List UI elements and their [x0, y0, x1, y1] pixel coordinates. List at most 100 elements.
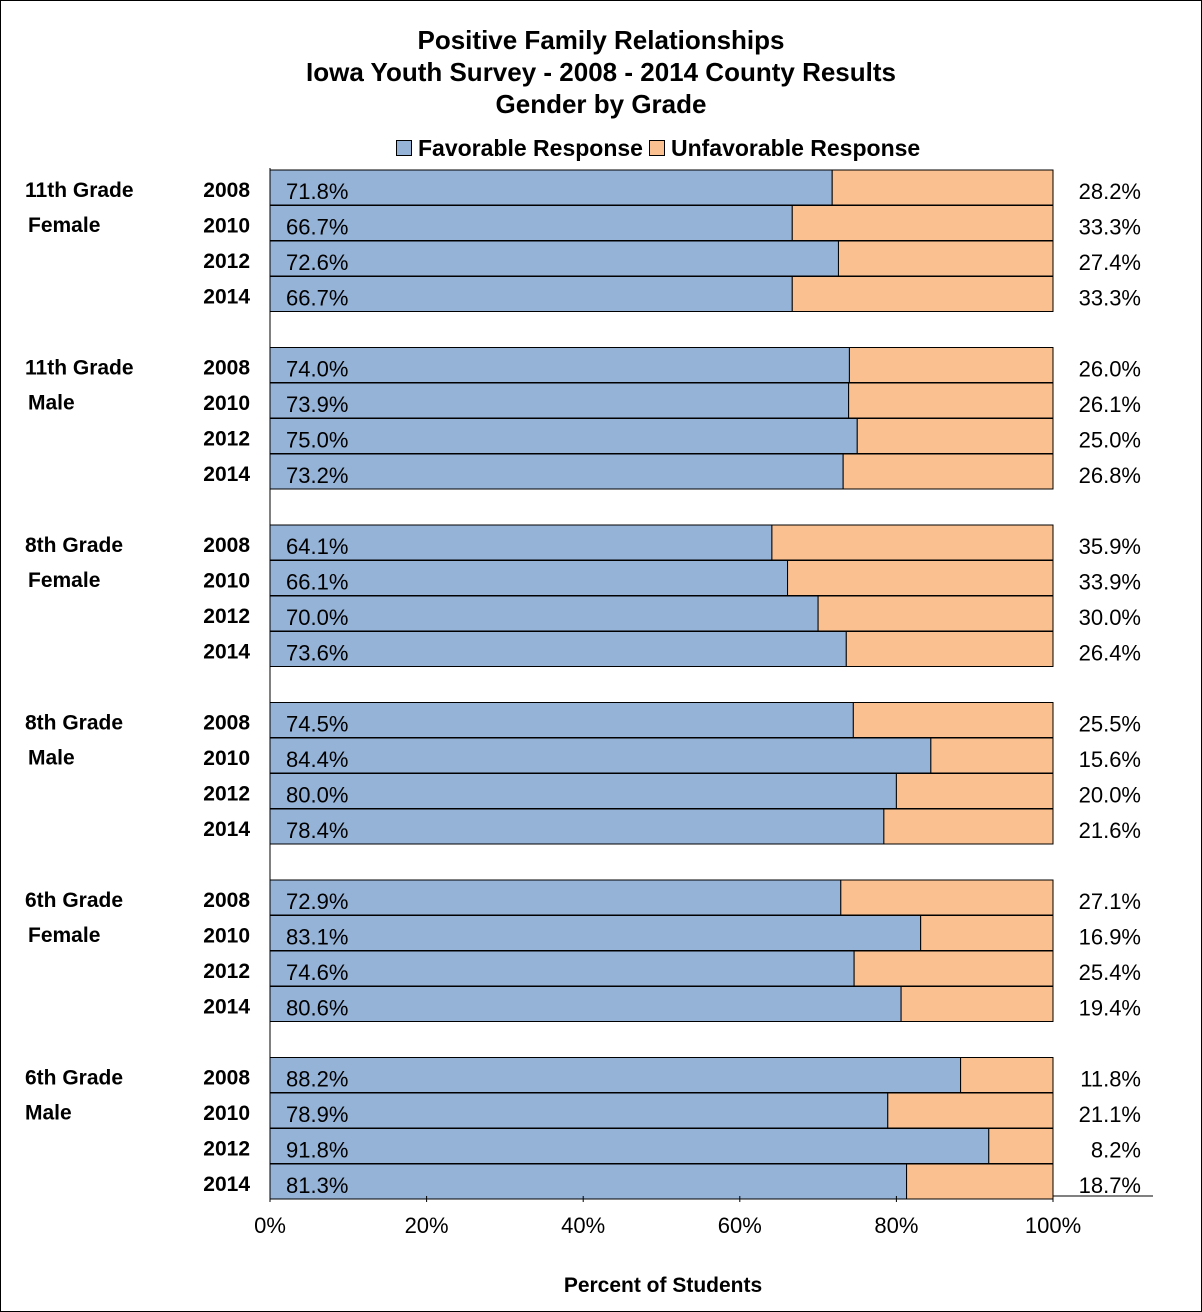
data-label-unfavorable: 26.8% — [1079, 463, 1141, 488]
bar-favorable — [269, 595, 819, 632]
data-label-unfavorable: 25.4% — [1079, 960, 1141, 985]
data-label-unfavorable: 27.4% — [1079, 250, 1141, 275]
legend-swatch-unfavorable — [648, 140, 665, 156]
year-label: 2014 — [203, 463, 250, 486]
year-label: 2012 — [203, 1138, 250, 1161]
data-label-favorable: 78.4% — [286, 818, 348, 843]
bar-unfavorable — [883, 808, 1054, 845]
bar-favorable — [269, 1163, 908, 1200]
data-label-unfavorable: 25.0% — [1079, 428, 1141, 453]
bar-favorable — [269, 879, 842, 916]
data-label-unfavorable: 16.9% — [1079, 925, 1141, 950]
data-label-unfavorable: 27.1% — [1079, 889, 1141, 914]
data-label-unfavorable: 33.3% — [1079, 286, 1141, 311]
data-label-favorable: 72.9% — [286, 889, 348, 914]
group-sublabel: Female — [28, 569, 100, 592]
data-label-favorable: 78.9% — [286, 1102, 348, 1127]
data-label-favorable: 84.4% — [286, 747, 348, 772]
data-label-favorable: 80.6% — [286, 996, 348, 1021]
bar-favorable — [269, 737, 932, 774]
data-label-favorable: 66.7% — [286, 286, 348, 311]
bar-favorable — [269, 524, 773, 561]
group-sublabel: Female — [28, 214, 100, 237]
x-tick-label: 60% — [718, 1213, 762, 1238]
data-label-favorable: 74.6% — [286, 960, 348, 985]
data-label-unfavorable: 33.3% — [1079, 215, 1141, 240]
year-label: 2012 — [203, 250, 250, 273]
bar-favorable — [269, 205, 793, 241]
data-label-unfavorable: 35.9% — [1079, 534, 1141, 559]
data-label-unfavorable: 19.4% — [1079, 996, 1141, 1021]
bar-unfavorable — [900, 986, 1054, 1022]
bar-favorable — [269, 915, 922, 951]
year-label: 2008 — [203, 357, 250, 380]
bar-unfavorable — [988, 1128, 1054, 1164]
group-label: 8th Grade — [25, 712, 123, 735]
year-label: 2014 — [203, 996, 250, 1019]
data-label-favorable: 74.5% — [286, 712, 348, 737]
bar-unfavorable — [852, 702, 1054, 738]
bar-unfavorable — [837, 240, 1054, 277]
x-tick-label: 80% — [874, 1213, 918, 1238]
data-label-favorable: 64.1% — [286, 534, 348, 559]
year-label: 2008 — [203, 179, 250, 202]
bar-unfavorable — [920, 915, 1054, 951]
data-label-unfavorable: 15.6% — [1079, 747, 1141, 772]
bar-favorable — [269, 560, 789, 596]
bar-favorable — [269, 1092, 889, 1129]
bar-favorable — [269, 773, 897, 809]
data-label-favorable: 71.8% — [286, 179, 348, 204]
legend-swatch-favorable — [396, 140, 412, 156]
year-label: 2014 — [203, 641, 250, 664]
bar-unfavorable — [831, 169, 1054, 206]
year-label: 2010 — [203, 747, 250, 770]
data-label-unfavorable: 28.2% — [1079, 179, 1141, 204]
bar-unfavorable — [887, 1092, 1054, 1129]
year-label: 2008 — [203, 534, 250, 557]
bar-favorable — [269, 1128, 990, 1164]
data-label-favorable: 75.0% — [286, 428, 348, 453]
year-label: 2010 — [203, 1102, 250, 1125]
bar-unfavorable — [853, 950, 1054, 987]
bar-unfavorable — [840, 879, 1054, 916]
group-label: 11th Grade — [25, 179, 134, 202]
bar-unfavorable — [817, 595, 1054, 632]
bar-favorable — [269, 347, 850, 383]
year-label: 2008 — [203, 712, 250, 735]
bar-favorable — [269, 240, 839, 277]
data-label-unfavorable: 26.1% — [1079, 392, 1141, 417]
bar-unfavorable — [960, 1057, 1054, 1093]
data-label-unfavorable: 26.4% — [1079, 641, 1141, 666]
legend-label-unfavorable: Unfavorable Response — [670, 134, 921, 161]
chart-subtitle-2: Gender by Grade — [495, 89, 707, 119]
data-label-favorable: 88.2% — [286, 1067, 348, 1092]
year-label: 2014 — [203, 286, 250, 309]
data-label-favorable: 80.0% — [286, 783, 348, 808]
group-sublabel: Male — [28, 747, 75, 770]
legend-label-favorable: Favorable Response — [418, 134, 643, 161]
bar-unfavorable — [906, 1163, 1054, 1200]
year-label: 2008 — [203, 1067, 250, 1090]
group-label: 8th Grade — [25, 534, 123, 557]
data-label-unfavorable: 18.7% — [1079, 1173, 1141, 1198]
bar-favorable — [269, 702, 854, 738]
year-label: 2012 — [203, 428, 250, 451]
bar-unfavorable — [842, 453, 1054, 490]
data-label-unfavorable: 26.0% — [1079, 357, 1141, 382]
data-label-unfavorable: 20.0% — [1079, 783, 1141, 808]
bar-unfavorable — [895, 773, 1054, 809]
bar-favorable — [269, 276, 793, 312]
bar-unfavorable — [848, 347, 1054, 383]
group-sublabel: Female — [28, 924, 100, 947]
x-tick-label: 40% — [561, 1213, 605, 1238]
year-label: 2012 — [203, 960, 250, 983]
year-label: 2012 — [203, 783, 250, 806]
data-label-favorable: 66.1% — [286, 570, 348, 595]
year-label: 2014 — [203, 1173, 250, 1196]
data-label-favorable: 83.1% — [286, 925, 348, 950]
year-label: 2010 — [203, 215, 250, 238]
bar-favorable — [269, 169, 833, 206]
bar-unfavorable — [856, 418, 1054, 454]
data-label-favorable: 74.0% — [286, 357, 348, 382]
chart-legend: Favorable Response Unfavorable Response — [390, 133, 920, 163]
